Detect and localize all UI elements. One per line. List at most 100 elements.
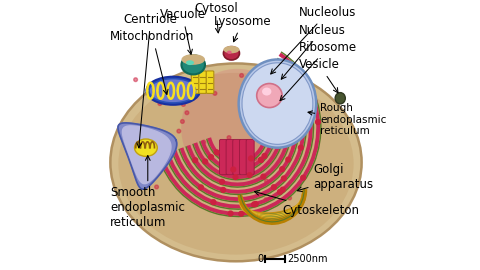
Ellipse shape (181, 54, 205, 65)
Circle shape (213, 92, 217, 95)
Circle shape (189, 70, 193, 74)
Circle shape (278, 137, 283, 142)
Circle shape (211, 200, 216, 205)
Text: Smooth
endoplasmic
reticulum: Smooth endoplasmic reticulum (110, 156, 185, 229)
Ellipse shape (181, 55, 205, 75)
Circle shape (276, 92, 281, 96)
Circle shape (261, 174, 266, 179)
Circle shape (252, 202, 256, 207)
Ellipse shape (223, 47, 240, 60)
Circle shape (247, 173, 252, 178)
Ellipse shape (335, 93, 345, 104)
Circle shape (264, 198, 268, 202)
Circle shape (277, 190, 282, 194)
Text: Cytosol: Cytosol (194, 2, 238, 33)
Circle shape (259, 157, 264, 162)
Circle shape (278, 95, 283, 100)
Circle shape (286, 157, 291, 162)
Circle shape (253, 202, 258, 206)
Text: Cytoskeleton: Cytoskeleton (254, 191, 360, 217)
Text: 0: 0 (257, 254, 263, 264)
Circle shape (155, 185, 158, 189)
Ellipse shape (257, 83, 282, 107)
Circle shape (301, 175, 306, 180)
Circle shape (240, 74, 243, 77)
Circle shape (185, 111, 189, 114)
Circle shape (219, 180, 225, 184)
FancyBboxPatch shape (240, 139, 248, 175)
Ellipse shape (239, 59, 316, 148)
Text: Lysosome: Lysosome (214, 15, 272, 42)
Circle shape (298, 182, 301, 186)
Ellipse shape (119, 73, 354, 255)
Circle shape (285, 92, 290, 96)
Ellipse shape (242, 63, 313, 144)
Circle shape (280, 84, 285, 89)
FancyBboxPatch shape (199, 71, 206, 93)
Circle shape (203, 159, 207, 164)
Circle shape (231, 167, 236, 172)
Text: Mitochondrion: Mitochondrion (110, 30, 195, 94)
Circle shape (299, 145, 303, 150)
Ellipse shape (186, 60, 194, 65)
Ellipse shape (262, 87, 271, 96)
Ellipse shape (181, 69, 293, 187)
Circle shape (132, 131, 135, 135)
Text: Vesicle: Vesicle (299, 58, 340, 93)
FancyBboxPatch shape (226, 139, 234, 175)
Circle shape (253, 157, 257, 161)
Circle shape (209, 155, 214, 160)
Text: Golgi
apparatus: Golgi apparatus (297, 163, 373, 192)
Text: 2500nm: 2500nm (287, 254, 327, 264)
Ellipse shape (150, 79, 197, 102)
Text: Nucleus: Nucleus (281, 23, 346, 79)
Circle shape (288, 196, 291, 200)
FancyBboxPatch shape (246, 139, 254, 175)
Circle shape (262, 154, 267, 158)
Polygon shape (118, 123, 177, 189)
Circle shape (227, 136, 231, 140)
Ellipse shape (146, 77, 200, 105)
Ellipse shape (110, 63, 361, 261)
Circle shape (278, 116, 283, 121)
Text: Centriole: Centriole (124, 13, 178, 148)
FancyBboxPatch shape (233, 139, 241, 175)
Circle shape (316, 120, 321, 124)
Circle shape (301, 125, 306, 130)
Polygon shape (122, 126, 171, 184)
Text: Vacuole: Vacuole (159, 8, 205, 54)
Circle shape (239, 211, 244, 216)
Ellipse shape (227, 51, 232, 54)
Circle shape (280, 187, 285, 192)
Circle shape (264, 129, 269, 133)
Text: Rough
endoplasmic
reticulum: Rough endoplasmic reticulum (308, 103, 386, 136)
Circle shape (264, 122, 269, 126)
Circle shape (221, 187, 226, 192)
Text: Ribosome: Ribosome (280, 41, 357, 101)
FancyBboxPatch shape (219, 139, 228, 175)
Circle shape (177, 129, 180, 133)
FancyBboxPatch shape (192, 71, 199, 93)
Circle shape (199, 185, 204, 190)
Circle shape (214, 150, 219, 155)
Circle shape (259, 157, 264, 162)
Text: Nucleolus: Nucleolus (271, 6, 356, 74)
Circle shape (193, 158, 198, 163)
FancyBboxPatch shape (206, 71, 214, 93)
Circle shape (134, 78, 137, 82)
Circle shape (181, 103, 185, 106)
Circle shape (255, 100, 260, 105)
Circle shape (158, 102, 162, 106)
Circle shape (281, 176, 286, 181)
Circle shape (312, 99, 317, 104)
Circle shape (180, 120, 184, 123)
Ellipse shape (134, 139, 157, 156)
Circle shape (233, 175, 238, 180)
Circle shape (249, 156, 253, 161)
Ellipse shape (223, 46, 240, 53)
Circle shape (264, 179, 268, 183)
Circle shape (280, 167, 285, 171)
Circle shape (202, 140, 205, 144)
Circle shape (272, 185, 276, 190)
Circle shape (228, 211, 233, 216)
